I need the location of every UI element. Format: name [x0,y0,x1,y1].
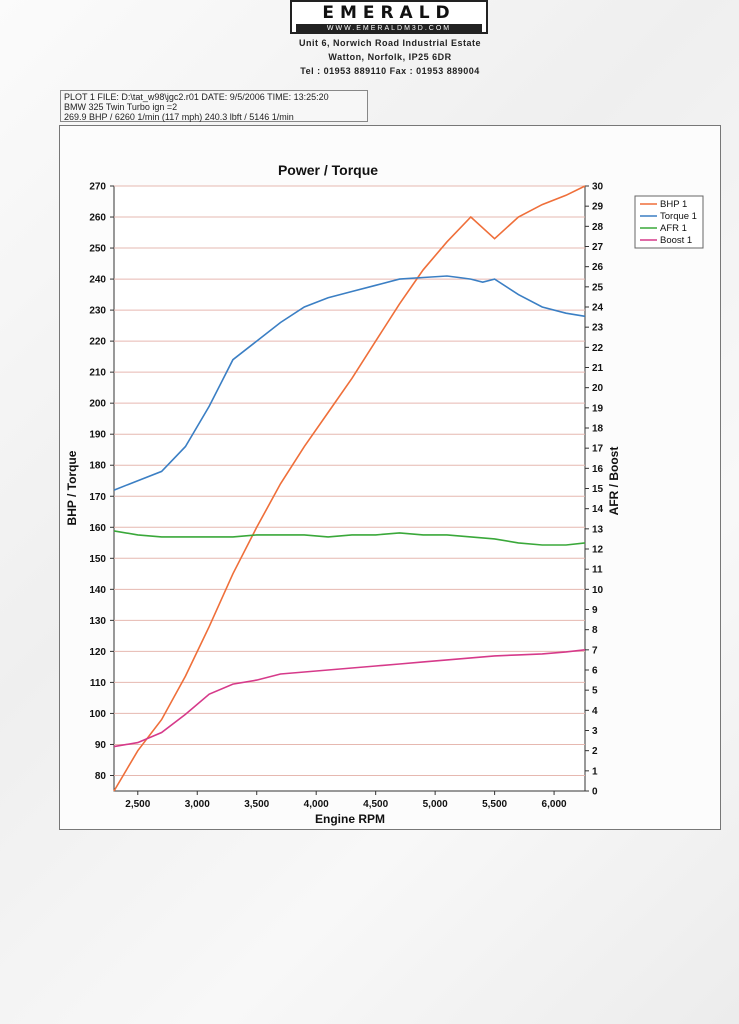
right-tick-label: 28 [592,222,604,233]
left-tick-label: 100 [89,709,106,720]
left-tick-label: 130 [89,616,106,627]
left-tick-label: 160 [89,523,106,534]
left-tick-label: 110 [90,678,107,689]
series-line-afr-1 [113,530,586,546]
y-axis-label-left: BHP / Torque [65,450,79,525]
left-tick-label: 120 [89,647,106,658]
address-line-1: Unit 6, Norwich Road Industrial Estate [298,38,482,48]
right-tick-label: 30 [592,182,604,193]
y-axis-label-right: AFR / Boost [607,447,621,516]
right-tick-label: 9 [592,605,598,616]
left-tick-label: 80 [95,771,107,782]
right-tick-label: 2 [592,746,598,757]
legend-label: Torque 1 [660,211,697,222]
chart-title: Power / Torque [278,162,378,178]
plot-file-line: PLOT 1 FILE: D:\tat_w98\jgc2.r01 DATE: 9… [64,92,329,102]
left-tick-label: 220 [89,337,106,348]
x-tick-label: 3,000 [185,799,210,810]
right-tick-label: 16 [592,464,604,475]
series-line-torque-1 [113,275,586,491]
x-tick-label: 5,000 [423,799,448,810]
right-tick-label: 1 [592,766,598,777]
right-tick-label: 12 [592,545,604,556]
right-tick-label: 0 [592,787,598,798]
right-tick-label: 13 [592,524,604,535]
logo-name: EMERALD [322,3,456,23]
right-tick-label: 19 [592,403,604,414]
series-line-boost-1 [113,649,586,748]
x-tick-label: 4,000 [304,799,329,810]
right-tick-label: 7 [592,645,598,656]
left-tick-label: 90 [95,740,107,751]
address-line-2: Watton, Norfolk, IP25 6DR [328,52,452,62]
right-tick-label: 17 [592,444,604,455]
left-tick-label: 230 [89,306,106,317]
right-tick-label: 5 [592,686,598,697]
legend-label: BHP 1 [660,199,687,210]
logo-url: WWW.EMERALDM3D.COM [296,24,482,33]
left-tick-label: 200 [89,399,106,410]
left-tick-label: 240 [89,275,106,286]
peak-values-line: 269.9 BHP / 6260 1/min (117 mph) 240.3 l… [64,112,294,122]
right-tick-label: 26 [592,262,604,273]
emerald-logo: EMERALD WWW.EMERALDM3D.COM [290,0,488,34]
right-tick-label: 10 [592,585,604,596]
plot-area [113,185,586,792]
x-tick-label: 2,500 [125,799,150,810]
right-tick-label: 6 [592,666,598,677]
x-tick-label: 5,500 [482,799,507,810]
dyno-chart-frame: Power / Torque 80 90 100 110 120 130 140 150 160… [59,125,721,830]
right-tick-label: 3 [592,726,598,737]
left-tick-label: 150 [89,554,106,565]
legend-label: Boost 1 [660,235,692,246]
right-tick-label: 22 [592,343,604,354]
left-tick-label: 250 [89,244,106,255]
left-tick-label: 210 [89,368,106,379]
legend-label: AFR 1 [660,223,687,234]
series-line-bhp-1 [113,185,586,792]
vehicle-line: BMW 325 Twin Turbo ign =2 [64,102,178,112]
right-tick-label: 27 [592,242,604,253]
right-tick-label: 25 [592,282,604,293]
left-tick-label: 270 [89,182,106,193]
right-tick-label: 14 [592,504,604,515]
right-tick-label: 15 [592,484,604,495]
left-tick-label: 190 [89,430,106,441]
x-tick-label: 3,500 [244,799,269,810]
left-tick-label: 180 [89,461,106,472]
right-tick-label: 8 [592,625,598,636]
left-tick-label: 170 [89,492,106,503]
right-tick-label: 11 [592,565,603,576]
phone-fax-line: Tel : 01953 889110 Fax : 01953 889004 [300,66,480,76]
right-tick-label: 29 [592,202,604,213]
plot-info-box: PLOT 1 FILE: D:\tat_w98\jgc2.r01 DATE: 9… [60,90,368,122]
left-tick-label: 140 [89,585,106,596]
x-tick-label: 6,000 [542,799,567,810]
dyno-chart: Power / Torque 8090100110120130140150160… [65,162,704,826]
right-tick-label: 20 [592,383,604,394]
right-tick-label: 24 [592,303,604,314]
right-tick-label: 21 [592,363,604,374]
right-tick-label: 4 [592,706,598,717]
right-tick-label: 23 [592,323,604,334]
left-tick-label: 260 [89,213,106,224]
right-tick-label: 18 [592,424,604,435]
x-axis-label: Engine RPM [315,812,385,826]
x-tick-label: 4,500 [363,799,388,810]
